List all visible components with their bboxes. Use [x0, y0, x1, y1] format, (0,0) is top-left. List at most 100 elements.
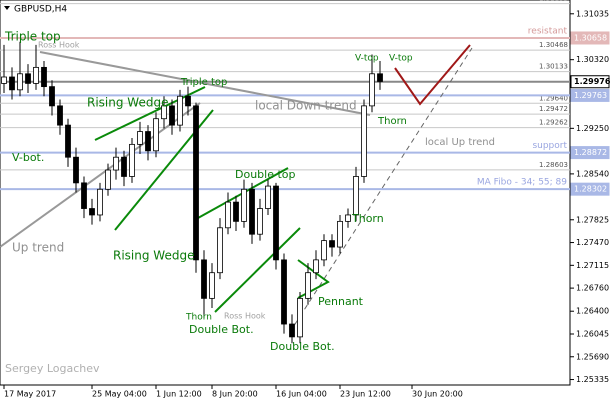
wedge-line [94, 86, 206, 141]
level-label: 1.29262 [539, 119, 568, 127]
level-label: 1.30468 [539, 41, 568, 49]
annotation: V-top [389, 54, 413, 64]
candle-body [121, 156, 127, 177]
annotation: Double Bot. [270, 340, 335, 353]
candle-body [137, 131, 143, 145]
price-box-label: 1.28872 [574, 148, 607, 157]
annotation: Ross Hook [38, 41, 80, 50]
x-tick-label: 30 Jun 20:00 [412, 390, 463, 399]
candle-body [289, 323, 295, 338]
candle-body [1, 76, 7, 84]
up-trend-line [0, 102, 201, 248]
level-label: 1.30133 [539, 63, 568, 71]
annotation: Triple top [180, 77, 227, 88]
candle-body [185, 95, 191, 107]
y-tick-label: 1.25335 [576, 375, 609, 384]
candle-body [369, 73, 375, 107]
y-tick-label: 1.28540 [576, 169, 609, 178]
x-tick-label: 8 Jun 20:00 [212, 390, 258, 399]
annotation: Thorn [377, 116, 407, 127]
price-box [570, 182, 610, 196]
annotation: Double Bot. [189, 323, 254, 336]
level-label: 1.31193 [539, 0, 568, 3]
y-tick-label: 1.31035 [576, 9, 609, 18]
y-tick-label: 1.26760 [576, 284, 609, 293]
candle-body [257, 208, 263, 235]
y-tick-label: 1.27825 [576, 215, 609, 224]
candle-body [321, 240, 327, 261]
candle-body [81, 182, 87, 209]
x-tick-label: 23 Jun 12:00 [340, 390, 391, 399]
price-box-label: 1.28302 [574, 185, 607, 194]
annotation: local Down trend [255, 99, 357, 113]
y-tick-label: 1.26400 [576, 307, 609, 316]
annotation: Double top [235, 168, 296, 181]
candle-body [329, 240, 335, 248]
candle-body [129, 143, 135, 177]
level-label: 1.29472 [539, 105, 568, 113]
candle-body [193, 105, 199, 261]
candle-body [49, 86, 55, 107]
candle-body [201, 259, 207, 299]
price-box-label: 1.30658 [574, 33, 607, 42]
annotation: Up trend [12, 241, 64, 255]
candle-body [361, 105, 367, 177]
price-level-name: MA Fibo - 34; 55; 89 [477, 178, 567, 188]
candle-body [105, 169, 111, 190]
candle-body [73, 156, 79, 184]
candle-body [249, 188, 255, 235]
price-box-label: 1.29763 [574, 91, 607, 100]
down-trend-line [39, 51, 371, 116]
candle-body [161, 105, 167, 120]
annotation: Pennant [318, 295, 364, 308]
x-tick-label: 25 May 04:00 [92, 390, 147, 399]
wedge-line [214, 227, 301, 313]
candle-body [169, 105, 175, 126]
candle-body [241, 188, 247, 222]
x-tick-label: 17 May 2017 [4, 390, 56, 399]
candle-body [89, 208, 95, 216]
candle-body [25, 73, 31, 84]
candle-body [337, 220, 343, 248]
y-tick-label: 1.30320 [576, 55, 609, 64]
forecast-path [394, 44, 471, 106]
price-box [570, 88, 610, 102]
price-level-name: support [532, 141, 567, 151]
candle-body [41, 66, 47, 88]
price-level-name: resistant [528, 26, 568, 36]
y-tick-label: 1.25690 [576, 352, 609, 361]
candle-body [177, 95, 183, 126]
candle-body [9, 76, 15, 91]
local-up-trend-line [289, 47, 473, 333]
annotation: Ross Hook [224, 312, 266, 321]
candle-body [217, 227, 223, 274]
candle-body [313, 259, 319, 274]
candle-body [377, 73, 383, 82]
annotation: Sergey Logachev [5, 362, 100, 375]
annotation: Triple top [4, 30, 61, 44]
candle-body [65, 124, 71, 158]
level-label: 1.28603 [539, 161, 568, 169]
candle-body [209, 272, 215, 299]
x-tick-label: 1 Jun 12:00 [156, 390, 202, 399]
annotation: local Up trend [425, 137, 495, 148]
candle-body [113, 156, 119, 171]
candle-body [225, 201, 231, 229]
candle-body [17, 73, 23, 91]
price-box [570, 31, 610, 45]
price-box [570, 146, 610, 160]
annotation: Rising Wedge [87, 96, 168, 110]
x-tick-label: 16 Jun 04:00 [276, 390, 327, 399]
menu-arrow [4, 6, 10, 10]
y-tick-label: 1.27115 [576, 261, 609, 270]
candle-body [353, 176, 359, 216]
y-tick-label: 1.26045 [576, 329, 609, 338]
level-label: 1.29640 [539, 94, 568, 102]
candle-body [297, 297, 303, 338]
candle-body [233, 201, 239, 222]
candle-body [97, 188, 103, 216]
annotation: Rising Wedge [113, 249, 194, 263]
annotation: Thorn [185, 313, 212, 323]
candle-body [57, 105, 63, 126]
